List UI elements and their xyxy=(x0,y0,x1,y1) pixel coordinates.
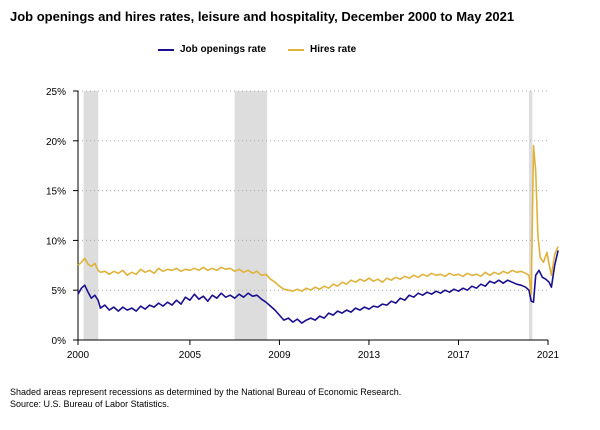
recession-band-0 xyxy=(83,91,99,340)
x-tick-label: 2000 xyxy=(67,350,90,361)
y-tick-label: 5% xyxy=(52,286,67,297)
legend-item-hires: Hires rate xyxy=(288,44,356,55)
series-line-job-openings xyxy=(77,250,559,324)
footnote-source: Source: U.S. Bureau of Labor Statistics. xyxy=(10,399,170,409)
y-tick-label: 25% xyxy=(46,87,66,98)
recession-band-2 xyxy=(528,91,533,340)
chart-title: Job openings and hires rates, leisure an… xyxy=(10,9,515,24)
x-tick-label: 2017 xyxy=(447,350,470,361)
chart-legend: Job openings rate Hires rate xyxy=(0,44,600,64)
footnotes: Shaded areas represent recessions as det… xyxy=(10,386,401,410)
legend-item-job-openings: Job openings rate xyxy=(158,44,266,55)
legend-label-hires: Hires rate xyxy=(310,44,357,55)
x-tick-label: 2009 xyxy=(268,350,291,361)
y-tick-label: 0% xyxy=(52,336,67,347)
line-chart: 0% 5% 10% 15% 20% 25% 2000 2005 2009 2013 2017 2021 xyxy=(46,87,560,361)
y-tick-label: 15% xyxy=(46,187,66,198)
series-line-hires xyxy=(77,145,559,295)
x-tick-label: 2021 xyxy=(537,350,560,361)
y-tick-label: 20% xyxy=(46,137,66,148)
legend-label-job-openings: Job openings rate xyxy=(180,44,267,55)
legend-swatch-job-openings xyxy=(158,48,174,51)
x-tick-label: 2013 xyxy=(358,350,381,361)
y-tick-label: 10% xyxy=(46,236,66,247)
legend-swatch-hires xyxy=(288,48,304,51)
footnote-recessions: Shaded areas represent recessions as det… xyxy=(10,387,402,397)
x-tick-label: 2005 xyxy=(179,350,202,361)
recession-band-1 xyxy=(234,91,268,340)
